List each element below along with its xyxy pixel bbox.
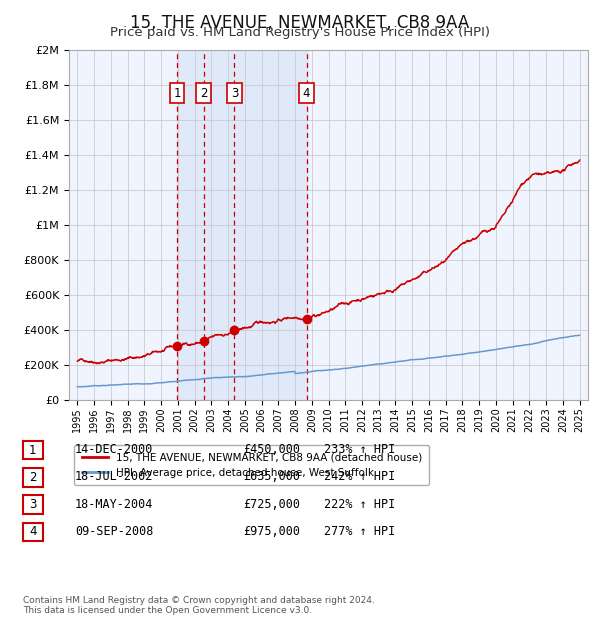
Text: Price paid vs. HM Land Registry's House Price Index (HPI): Price paid vs. HM Land Registry's House … <box>110 26 490 39</box>
Text: 4: 4 <box>29 526 37 538</box>
Text: £450,000: £450,000 <box>243 443 300 456</box>
Text: 277% ↑ HPI: 277% ↑ HPI <box>324 525 395 538</box>
Legend: 15, THE AVENUE, NEWMARKET, CB8 9AA (detached house), HPI: Average price, detache: 15, THE AVENUE, NEWMARKET, CB8 9AA (deta… <box>74 445 430 485</box>
Text: 2: 2 <box>29 471 37 484</box>
Text: 15, THE AVENUE, NEWMARKET, CB8 9AA: 15, THE AVENUE, NEWMARKET, CB8 9AA <box>130 14 470 32</box>
Text: 1: 1 <box>173 87 181 100</box>
Text: 18-MAY-2004: 18-MAY-2004 <box>75 498 154 510</box>
Bar <box>177 50 307 400</box>
Text: 233% ↑ HPI: 233% ↑ HPI <box>324 443 395 456</box>
Text: 1: 1 <box>29 444 37 456</box>
Text: 2: 2 <box>200 87 208 100</box>
Text: 14-DEC-2000: 14-DEC-2000 <box>75 443 154 456</box>
Text: 09-SEP-2008: 09-SEP-2008 <box>75 525 154 538</box>
Text: £635,000: £635,000 <box>243 471 300 483</box>
Text: £975,000: £975,000 <box>243 525 300 538</box>
Text: Contains HM Land Registry data © Crown copyright and database right 2024.
This d: Contains HM Land Registry data © Crown c… <box>23 596 374 615</box>
Text: 242% ↑ HPI: 242% ↑ HPI <box>324 471 395 483</box>
Text: 4: 4 <box>303 87 310 100</box>
Text: 222% ↑ HPI: 222% ↑ HPI <box>324 498 395 510</box>
Text: 3: 3 <box>231 87 238 100</box>
Text: £725,000: £725,000 <box>243 498 300 510</box>
Text: 18-JUL-2002: 18-JUL-2002 <box>75 471 154 483</box>
Text: 3: 3 <box>29 498 37 511</box>
